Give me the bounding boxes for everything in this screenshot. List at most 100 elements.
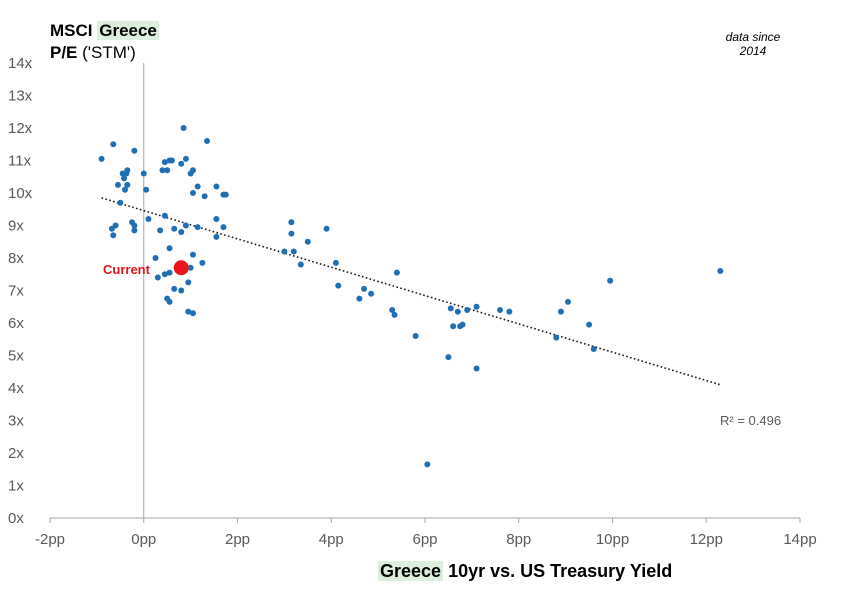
data-point (194, 183, 201, 190)
data-point (304, 238, 311, 245)
data-point (213, 233, 220, 240)
data-point (145, 216, 152, 222)
data-point (189, 310, 196, 317)
data-point (161, 159, 168, 166)
title-prefix: MSCI (50, 21, 93, 40)
data-point (161, 212, 168, 219)
y-tick-label: 5x (8, 348, 24, 365)
data-point (98, 155, 105, 162)
data-point (131, 147, 138, 154)
y-tick-label: 3x (8, 413, 24, 430)
data-point (114, 181, 121, 188)
data-point (110, 232, 117, 239)
trendline (101, 197, 721, 386)
data-point (450, 323, 457, 330)
title-highlight: Greece (97, 21, 159, 40)
data-point (143, 186, 150, 193)
data-point (187, 264, 194, 271)
x-tick-label: 12pp (690, 531, 723, 548)
data-point (140, 170, 147, 177)
data-point (717, 268, 724, 274)
data-point (447, 305, 454, 312)
tick-labels: -2pp 0pp 2pp 4pp 6pp 8pp 10pp 12pp 14pp 0x 1x 2x 3x 4… (8, 55, 817, 548)
data-point (159, 167, 166, 174)
data-point (586, 321, 593, 328)
data-point (166, 298, 173, 305)
x-title-rest: 10yr vs. US Treasury Yield (443, 561, 673, 581)
data-point (220, 224, 227, 231)
data-point (161, 271, 168, 278)
data-point (454, 308, 461, 315)
data-point (182, 222, 189, 229)
axes (49, 63, 801, 523)
data-point (361, 285, 368, 292)
y-tick-label: 0x (8, 510, 24, 527)
data-point (108, 225, 115, 232)
data-point (297, 261, 304, 268)
data-point (110, 141, 117, 148)
x-tick-label: 10pp (596, 531, 629, 548)
title-line2-bold: P/E (50, 43, 78, 62)
chart-title: MSCI Greece P/E ('STM') (50, 20, 159, 64)
data-point (152, 255, 159, 261)
data-point (213, 216, 220, 222)
data-point (590, 346, 597, 352)
data-point (185, 279, 192, 286)
data-point (204, 138, 211, 144)
x-tick-label: 2pp (225, 531, 250, 548)
data-point (117, 199, 124, 206)
data-point (288, 230, 295, 237)
data-point (607, 277, 614, 284)
data-point (213, 183, 220, 190)
data-points (98, 125, 724, 468)
data-point (194, 224, 201, 231)
trendline-group (101, 197, 721, 386)
data-point (166, 245, 173, 252)
y-tick-label: 9x (8, 218, 24, 235)
data-point (182, 155, 189, 162)
x-tick-label: 4pp (319, 531, 344, 548)
y-tick-label: 11x (8, 153, 32, 170)
data-point (332, 259, 339, 266)
data-point (189, 167, 196, 174)
data-point (473, 365, 480, 372)
data-point (123, 170, 130, 177)
x-title-highlight: Greece (378, 561, 444, 581)
x-tick-label: 6pp (412, 531, 437, 548)
data-point (288, 219, 295, 226)
data-point (459, 321, 466, 328)
data-point (131, 227, 138, 234)
data-point (445, 354, 452, 361)
y-tick-label: 1x (8, 478, 24, 495)
data-point (335, 282, 342, 289)
data-point (164, 167, 171, 174)
x-tick-label: 8pp (506, 531, 531, 548)
y-tick-label: 2x (8, 445, 24, 462)
data-point (497, 307, 503, 313)
data-point (178, 229, 185, 235)
data-point (157, 227, 164, 234)
note-line2: 2014 (739, 44, 767, 58)
data-point (506, 308, 513, 315)
data-point (171, 225, 178, 232)
y-tick-label: 6x (8, 315, 24, 332)
data-point (171, 285, 178, 292)
data-point (464, 307, 471, 313)
data-point (122, 186, 128, 193)
data-point (189, 251, 196, 258)
y-tick-label: 12x (8, 120, 33, 137)
data-point (393, 269, 400, 276)
data-point (323, 225, 330, 232)
data-point (368, 290, 375, 297)
data-point (178, 287, 185, 294)
data-point (201, 193, 208, 200)
data-point (121, 175, 128, 182)
data-point (391, 311, 398, 318)
data-point (131, 222, 138, 229)
data-point (168, 157, 175, 164)
x-tick-label: -2pp (35, 531, 65, 548)
data-point (154, 274, 161, 281)
data-point (356, 295, 363, 302)
data-point (189, 190, 196, 196)
